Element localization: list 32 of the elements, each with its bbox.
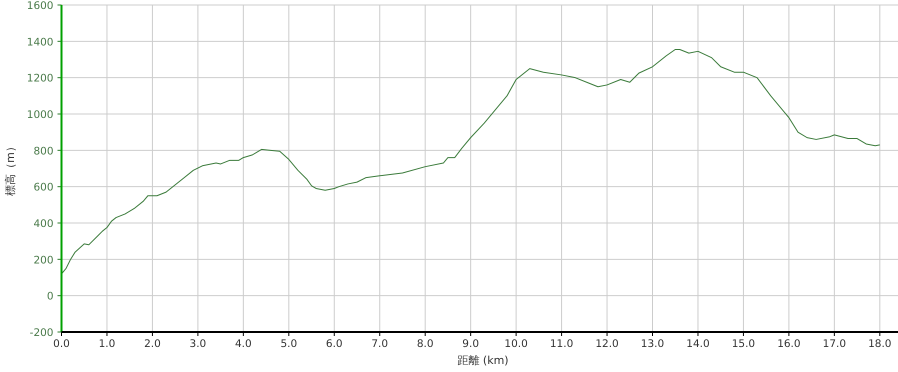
x-tick-label: 7.0 [371,338,388,350]
y-tick-label: 1000 [26,109,54,121]
y-tick-label: 600 [33,182,54,194]
x-tick-label: 9.0 [462,338,480,350]
x-tick-label: 15.0 [732,338,756,350]
x-tick-label: 0.0 [53,338,70,350]
x-tick-label: 1.0 [98,338,116,350]
x-tick-label: 10.0 [504,338,528,350]
y-tick-label: 0 [46,290,54,303]
y-tick-label: 800 [33,145,54,158]
y-tick-label: 1600 [26,0,54,12]
line-series [61,49,880,274]
x-tick-label: 3.0 [190,338,206,350]
x-axis-title: 距離 (km) [457,354,509,367]
x-tick-label: 13.0 [640,338,664,350]
x-tick-label: 18.0 [868,338,892,350]
x-tick-label: 12.0 [595,338,619,350]
x-tick-label: 16.0 [777,338,801,350]
y-tick-label: 200 [33,254,54,266]
x-tick-label: 6.0 [326,338,343,350]
x-tick-label: 11.0 [550,338,574,350]
y-tick-label: 1400 [26,36,54,48]
y-tick-label: 1200 [26,72,54,85]
x-tick-label: 8.0 [416,338,434,350]
x-tick-label: 4.0 [234,338,252,350]
x-tick-label: 14.0 [686,338,710,350]
x-tick-label: 2.0 [144,338,161,350]
y-tick-label: -200 [30,327,54,339]
x-tick-label: 5.0 [280,338,298,350]
y-axis-title: 標高（m） [4,141,17,196]
x-tick-label: 17.0 [822,338,846,350]
y-tick-label: 400 [33,218,54,230]
